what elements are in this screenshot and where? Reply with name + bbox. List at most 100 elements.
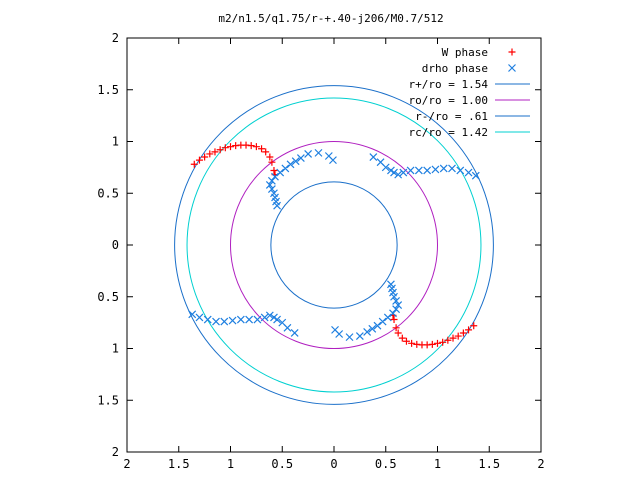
drho-phase-point (376, 158, 385, 167)
axis-ticks: 2 1.5 1 0.5 0 0.5 1 1.5 221.510.500.511.52 (97, 31, 544, 471)
drho-phase-point (253, 315, 262, 324)
w-phase-point (434, 339, 441, 347)
drho-phase-point (383, 313, 392, 322)
drho-phase-point (265, 311, 274, 320)
drho-phase-point (464, 168, 473, 177)
drho-phase-point (373, 321, 382, 330)
w-phase-point (247, 142, 255, 150)
w-phase-point (258, 145, 266, 153)
w-phase-point (444, 336, 452, 344)
w-phase-point (413, 340, 421, 348)
data-points (188, 141, 480, 349)
x-tick-label: 2 (123, 457, 130, 471)
y-tick-label: 0 (112, 238, 119, 252)
y-tick-label: 1.5 (97, 393, 119, 407)
drho-phase-point (296, 154, 305, 162)
w-phase-point (216, 146, 224, 154)
drho-phase-point (394, 170, 403, 179)
legend-label: r-/ro = .61 (415, 110, 488, 123)
w-phase-point (465, 326, 473, 334)
circle-curves (174, 85, 494, 405)
w-phase-point (227, 143, 234, 151)
drho-phase-point (369, 153, 378, 161)
drho-phase-point (188, 310, 197, 319)
w-phase-point (190, 160, 198, 168)
drho-phase-point (270, 189, 278, 198)
drho-phase-point (314, 148, 323, 157)
drho-phase-point (456, 166, 465, 175)
y-tick-label: 0.5 (97, 290, 119, 304)
drho-phase-point (448, 164, 456, 173)
drho-phase-point (267, 185, 276, 194)
w-phase-point (408, 339, 416, 347)
legend: W phase drho phase r+/ro = 1.54 ro/ro = 1.0… (409, 46, 530, 139)
drho-phase-point (439, 164, 448, 173)
w-phase-point (266, 153, 274, 161)
w-phase-point (201, 153, 209, 161)
w-phase-point (439, 338, 447, 346)
w-phase-point (459, 329, 467, 337)
drho-phase-point (423, 166, 432, 175)
drho-phase-point (245, 315, 254, 324)
w-phase-point (402, 337, 410, 345)
drho-phase-point (271, 172, 279, 181)
y-tick-label: 1 (112, 342, 119, 356)
circle-series-3 (230, 141, 438, 349)
drho-phase-point (195, 313, 204, 322)
y-tick-label: 2 (112, 445, 119, 459)
drho-phase-point (283, 323, 292, 332)
legend-label: W phase (442, 46, 488, 59)
x-tick-label: 0 (330, 457, 337, 471)
legend-marker (508, 48, 516, 56)
legend-label: r+/ro = 1.54 (409, 78, 489, 91)
drho-phase-point (399, 168, 408, 177)
y-tick-label: 0.5 (97, 186, 119, 200)
w-phase-point (398, 334, 406, 342)
w-phase-point (270, 166, 278, 174)
drho-phase-point (378, 317, 387, 326)
w-phase-point (454, 332, 462, 340)
drho-phase-point (394, 301, 403, 309)
legend-marker (508, 64, 516, 72)
drho-phase-point (260, 313, 269, 322)
x-tick-label: 1 (434, 457, 441, 471)
w-phase-point (470, 322, 478, 330)
x-tick-label: 0.5 (375, 457, 397, 471)
drho-phase-point (414, 166, 423, 175)
w-phase-point (392, 324, 400, 332)
legend-label: ro/ro = 1.00 (409, 94, 488, 107)
drho-phase-point (291, 157, 300, 166)
drho-phase-point (329, 156, 337, 165)
drho-phase-point (471, 171, 480, 180)
circle-series-4 (270, 181, 398, 309)
drho-phase-point (355, 332, 364, 341)
drho-phase-point (273, 315, 281, 324)
x-tick-label: 1.5 (478, 457, 500, 471)
w-phase-point (206, 150, 214, 158)
drho-phase-point (363, 328, 372, 336)
x-tick-label: 1.5 (168, 457, 190, 471)
y-tick-label: 2 (112, 31, 119, 45)
drho-phase-point (290, 329, 299, 337)
drho-phase-point (331, 325, 339, 334)
drho-phase-point (267, 176, 276, 185)
drho-phase-point (281, 164, 290, 173)
drho-phase-point (220, 317, 229, 326)
chart-title: m2/n1.5/q1.75/r-+.40-j206/M0.7/512 (218, 12, 443, 25)
drho-phase-point (276, 168, 285, 177)
drho-phase-point (228, 316, 237, 325)
legend-label: drho phase (422, 62, 488, 75)
drho-phase-point (345, 333, 354, 342)
drho-phase-point (390, 292, 398, 301)
w-phase-point (390, 316, 398, 324)
drho-phase-point (392, 305, 401, 314)
drho-phase-point (387, 166, 395, 175)
drho-phase-point (203, 315, 212, 324)
drho-phase-point (304, 149, 313, 158)
drho-phase-point (406, 166, 415, 175)
w-phase-point (211, 148, 219, 156)
w-phase-point (195, 156, 203, 164)
drho-phase-point (212, 317, 220, 326)
w-phase-point (221, 144, 229, 152)
